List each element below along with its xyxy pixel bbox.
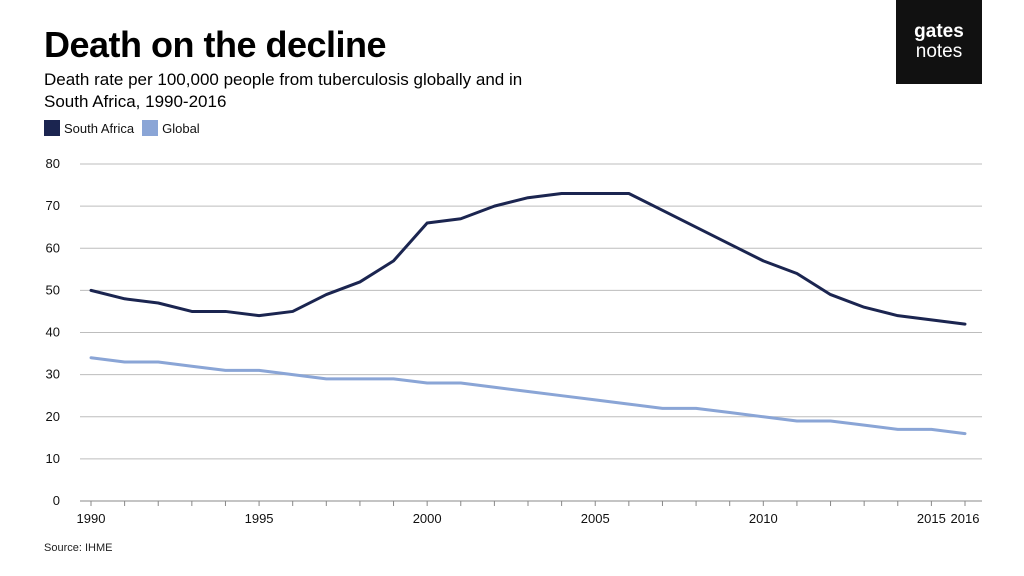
grid-layer <box>80 163 982 502</box>
source-note: Source: IHME <box>44 542 113 554</box>
legend-swatch-south-africa <box>44 120 60 136</box>
legend-label-global: Global <box>162 120 200 136</box>
y-tick-label: 40 <box>46 325 60 340</box>
x-tick-label: 1995 <box>245 511 274 526</box>
y-tick-label: 20 <box>46 409 60 424</box>
series-line-global <box>89 356 967 436</box>
logo-line-2: notes <box>915 41 963 62</box>
legend-item-global: Global <box>142 120 200 136</box>
axis-layer: 0 10 20 30 40 50 60 70 80 1990 1995 2000 2005 2010 201… <box>46 156 980 526</box>
x-tick-label: 2005 <box>581 511 610 526</box>
x-tick-label: 2015 <box>917 511 946 526</box>
y-tick-label: 30 <box>46 367 60 382</box>
series-layer <box>89 191 967 436</box>
gates-notes-logo[interactable]: gates notes <box>896 0 982 84</box>
logo-line-1: gates <box>914 21 964 42</box>
y-tick-label: 80 <box>46 156 60 171</box>
x-tick-label: 1990 <box>77 511 106 526</box>
legend-label-south-africa: South Africa <box>64 120 135 136</box>
legend-swatch-global <box>142 120 159 136</box>
chart-subtitle: Death rate per 100,000 people from tuber… <box>44 70 523 111</box>
x-tick-label: 2016 <box>951 511 980 526</box>
chart-title: Death on the decline <box>44 24 387 65</box>
y-tick-label: 0 <box>53 493 60 508</box>
y-tick-label: 50 <box>46 282 60 297</box>
chart-legend: South Africa Global <box>44 120 208 136</box>
y-tick-label: 60 <box>46 240 60 255</box>
x-tick-label: 2010 <box>749 511 778 526</box>
y-tick-label: 70 <box>46 198 60 213</box>
legend-item-south-africa: South Africa <box>44 120 134 136</box>
series-line-south-africa <box>89 191 967 326</box>
y-tick-label: 10 <box>46 451 60 466</box>
x-tick-label: 2000 <box>413 511 442 526</box>
